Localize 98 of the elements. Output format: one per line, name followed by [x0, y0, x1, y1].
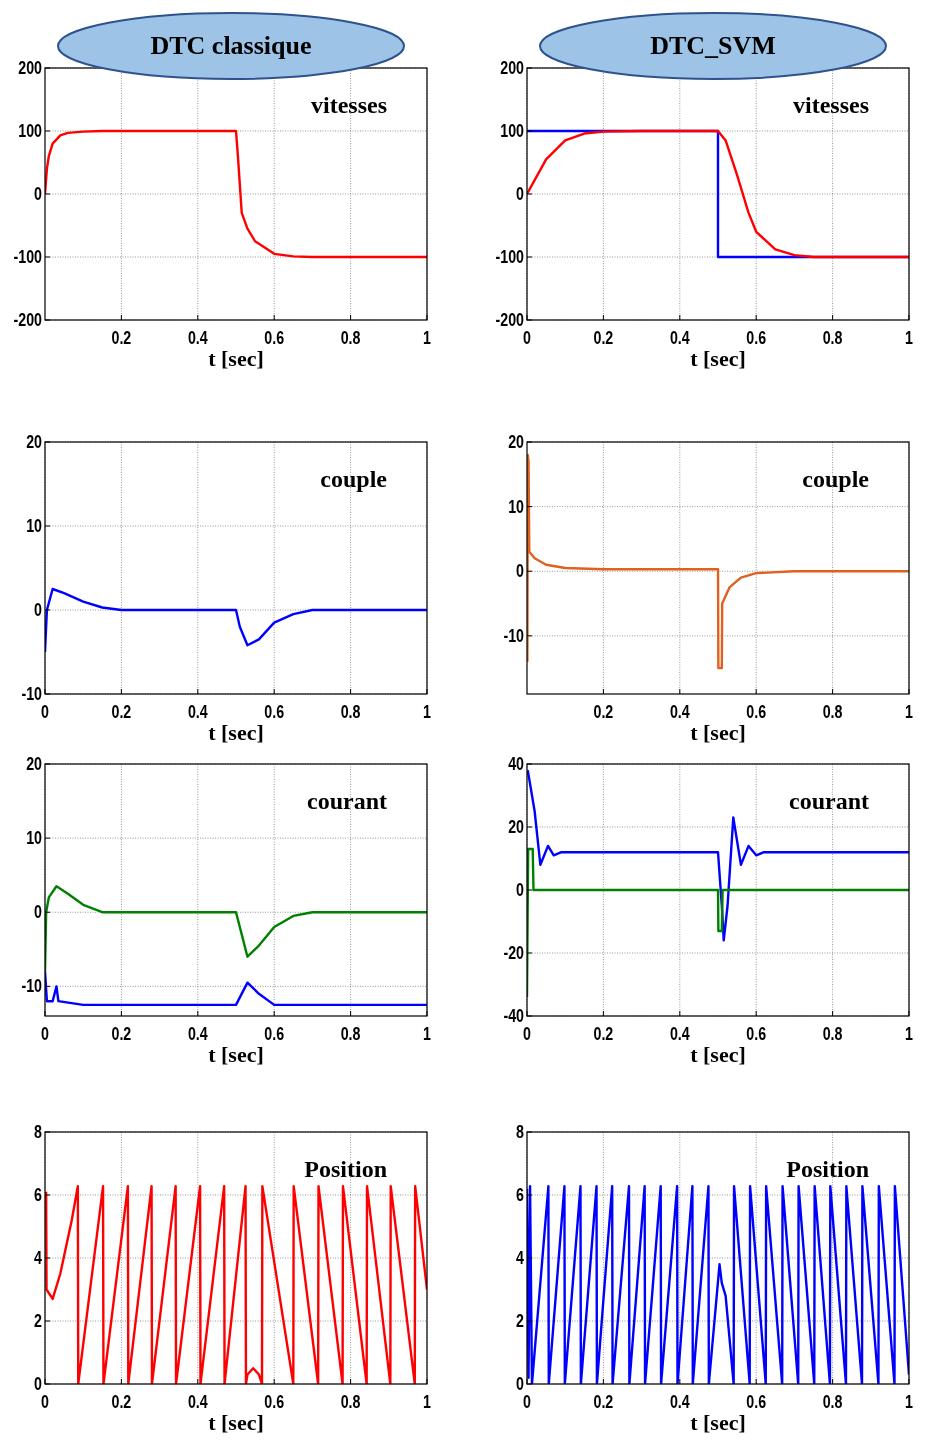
x-tick-label: 1: [423, 701, 431, 723]
x-tick-label: 0.6: [264, 1391, 285, 1413]
x-axis-title: t [sec]: [208, 720, 264, 745]
x-tick-label: 0.4: [187, 327, 209, 349]
x-axis-title: t [sec]: [690, 346, 746, 371]
line-series: [527, 769, 909, 942]
y-tick-label: -10: [21, 975, 42, 997]
x-tick-label: 1: [905, 327, 913, 349]
x-tick-label: 0.2: [593, 1023, 614, 1045]
x-axis-title: t [sec]: [208, 346, 264, 371]
y-tick-label: 2: [516, 1310, 524, 1332]
y-tick-label: 0: [516, 183, 524, 205]
annotation: couple: [320, 466, 388, 492]
y-tick-label: -100: [13, 246, 42, 268]
y-tick-label: -10: [21, 683, 42, 705]
x-tick-label: 0.4: [187, 1023, 209, 1045]
x-tick-label: 0.2: [111, 701, 132, 723]
x-tick-label: 0.8: [340, 701, 361, 723]
y-tick-label: -20: [503, 942, 524, 964]
x-tick-label: 0.2: [593, 1391, 614, 1413]
annotation: Position: [786, 1156, 869, 1182]
y-tick-label: 0: [516, 560, 524, 582]
y-tick-label: 8: [516, 1121, 524, 1143]
x-axis-title: t [sec]: [690, 1042, 746, 1067]
x-tick-label: 1: [905, 1023, 913, 1045]
x-tick-label: 0.2: [593, 327, 614, 349]
x-tick-label: 0.6: [264, 1023, 285, 1045]
y-tick-label: 10: [26, 827, 42, 849]
y-tick-label: 2: [34, 1310, 42, 1332]
line-series: [45, 129, 427, 259]
x-tick-label: 0.2: [593, 701, 614, 723]
annotation: courant: [307, 788, 387, 814]
line-series: [527, 453, 909, 670]
y-tick-label: 0: [34, 901, 42, 923]
x-tick-label: 1: [423, 1023, 431, 1045]
annotation: vitesses: [793, 92, 869, 118]
x-tick-label: 1: [905, 701, 913, 723]
y-tick-label: 20: [508, 431, 524, 453]
annotation: courant: [789, 788, 869, 814]
x-tick-label: 1: [905, 1391, 913, 1413]
x-tick-label: 0.4: [187, 701, 209, 723]
x-tick-label: 0.8: [340, 1023, 361, 1045]
x-tick-label: 0.6: [746, 327, 767, 349]
y-tick-label: 0: [34, 599, 42, 621]
y-tick-label: 100: [500, 120, 524, 142]
x-tick-label: 0.4: [669, 1391, 691, 1413]
y-tick-label: -40: [503, 1005, 524, 1027]
x-tick-label: 1: [423, 1391, 431, 1413]
y-tick-label: 0: [516, 879, 524, 901]
annotation: couple: [802, 466, 870, 492]
y-tick-label: -100: [495, 246, 524, 268]
x-tick-label: 0.8: [340, 1391, 361, 1413]
y-tick-label: -10: [503, 624, 524, 647]
x-tick-label: 0.8: [822, 327, 843, 349]
y-tick-label: 0: [34, 1373, 42, 1395]
y-tick-label: 200: [500, 57, 524, 79]
x-tick-label: 0.4: [669, 701, 691, 723]
annotation: vitesses: [311, 92, 387, 118]
y-tick-label: 20: [508, 816, 524, 838]
x-tick-label: 0.6: [746, 1391, 767, 1413]
y-tick-label: 200: [18, 57, 42, 79]
x-tick-label: 0.8: [822, 1391, 843, 1413]
x-axis-title: t [sec]: [208, 1410, 264, 1435]
x-tick-label: 0.6: [264, 327, 285, 349]
x-tick-label: 0.4: [669, 1023, 691, 1045]
y-tick-label: -200: [495, 309, 524, 331]
x-tick-label: 0.8: [822, 701, 843, 723]
x-tick-label: 0.6: [746, 1023, 767, 1045]
x-tick-label: 1: [423, 327, 431, 349]
x-tick-label: 0.6: [264, 701, 285, 723]
chart-title: DTC_SVM: [650, 31, 776, 60]
y-tick-label: 10: [26, 515, 42, 537]
y-tick-label: 8: [34, 1121, 42, 1143]
y-tick-label: 20: [26, 431, 42, 453]
x-tick-label: 0.6: [746, 701, 767, 723]
x-tick-label: 0.2: [111, 327, 132, 349]
x-tick-label: 0.4: [669, 327, 691, 349]
x-tick-label: 0.8: [340, 327, 361, 349]
y-tick-label: 100: [18, 120, 42, 142]
y-tick-label: 20: [26, 753, 42, 775]
y-tick-label: -200: [13, 309, 42, 331]
x-axis-title: t [sec]: [208, 1042, 264, 1067]
y-tick-label: 4: [516, 1247, 525, 1269]
x-tick-label: 0.2: [111, 1391, 132, 1413]
x-axis-title: t [sec]: [690, 720, 746, 745]
y-tick-label: 6: [34, 1184, 42, 1206]
x-tick-label: 0.2: [111, 1023, 132, 1045]
y-tick-label: 0: [516, 1373, 524, 1395]
x-tick-label: 0.8: [822, 1023, 843, 1045]
y-tick-label: 0: [34, 183, 42, 205]
y-tick-label: 6: [516, 1184, 524, 1206]
annotation: Position: [304, 1156, 387, 1182]
x-tick-label: 0.4: [187, 1391, 209, 1413]
y-tick-label: 10: [508, 495, 524, 518]
y-tick-label: 40: [508, 753, 524, 775]
x-axis-title: t [sec]: [690, 1410, 746, 1435]
chart-title: DTC classique: [150, 31, 312, 60]
y-tick-label: 4: [34, 1247, 43, 1269]
